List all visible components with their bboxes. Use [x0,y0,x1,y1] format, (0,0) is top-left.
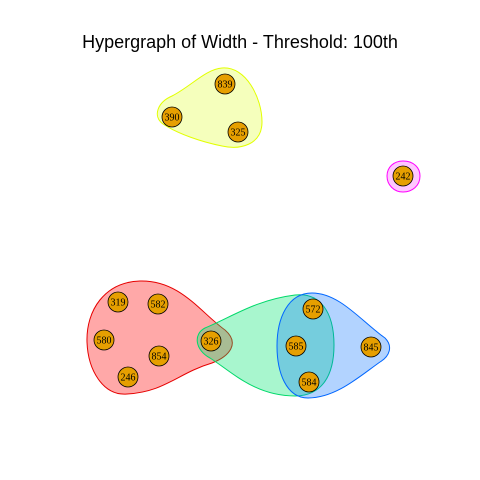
node-circle [298,371,320,393]
node-label: 582 [151,300,166,311]
node-circle [148,345,170,367]
node-circle [392,165,414,187]
node-label: 246 [121,373,136,384]
node-label: 845 [364,343,379,354]
node-circle [147,293,169,315]
nodes-layer: 839 390 325 242 319 582 580 854 246 326 572 585 584 8… [93,73,414,393]
node-circle [360,336,382,358]
node-label: 242 [396,172,411,183]
node-325: 325 [227,121,249,143]
node-326: 326 [200,330,222,352]
node-circle [214,73,236,95]
node-circle [117,366,139,388]
node-circle [200,330,222,352]
node-845: 845 [360,336,382,358]
node-839: 839 [214,73,236,95]
node-circle [93,329,115,351]
node-circle [302,298,324,320]
node-circle [285,335,307,357]
node-label: 839 [218,80,233,91]
node-label: 585 [289,342,304,353]
node-246: 246 [117,366,139,388]
node-label: 390 [165,113,180,124]
node-circle [227,121,249,143]
node-label: 326 [204,337,219,348]
figure-title: Hypergraph of Width - Threshold: 100th [82,32,398,52]
node-label: 319 [111,298,126,309]
node-572: 572 [302,298,324,320]
node-circle [161,106,183,128]
node-label: 584 [302,378,317,389]
node-242: 242 [392,165,414,187]
hyperedge-blue [276,292,391,399]
node-319: 319 [107,291,129,313]
node-label: 572 [306,305,321,316]
node-585: 585 [285,335,307,357]
node-label: 580 [97,336,112,347]
hyperedge-green [196,294,335,397]
node-circle [107,291,129,313]
node-580: 580 [93,329,115,351]
node-854: 854 [148,345,170,367]
node-582: 582 [147,293,169,315]
node-584: 584 [298,371,320,393]
node-390: 390 [161,106,183,128]
hyperedges-layer [86,67,421,399]
node-label: 854 [152,352,167,363]
node-label: 325 [231,128,246,139]
